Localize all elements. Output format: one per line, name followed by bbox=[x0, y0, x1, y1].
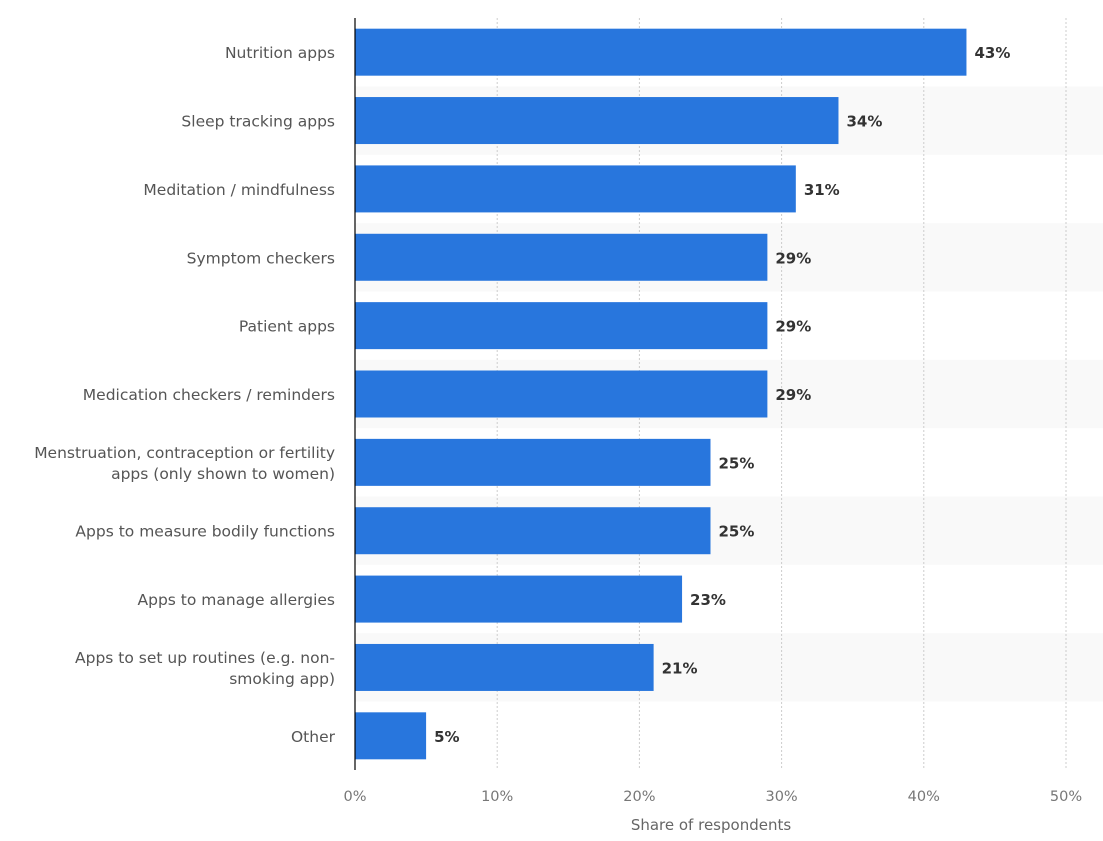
value-label: 29% bbox=[775, 249, 811, 267]
bar bbox=[355, 97, 839, 145]
category-label: Apps to manage allergies bbox=[138, 591, 336, 609]
value-label: 5% bbox=[434, 728, 459, 746]
value-label: 43% bbox=[974, 44, 1010, 62]
category-label: Other bbox=[291, 728, 336, 746]
category-label: Medication checkers / reminders bbox=[83, 386, 335, 404]
category-label: Nutrition apps bbox=[225, 44, 335, 62]
bar bbox=[355, 507, 711, 555]
value-label: 25% bbox=[719, 523, 755, 541]
bar bbox=[355, 233, 768, 281]
bar bbox=[355, 302, 768, 350]
bar bbox=[355, 712, 427, 760]
bar bbox=[355, 643, 654, 691]
x-tick-label: 20% bbox=[623, 789, 655, 805]
category-label: Meditation / mindfulness bbox=[143, 181, 335, 199]
category-label: apps (only shown to women) bbox=[111, 465, 335, 483]
category-label: Menstruation, contraception or fertility bbox=[34, 444, 335, 462]
category-label: Sleep tracking apps bbox=[181, 113, 335, 131]
x-axis-label: Share of respondents bbox=[631, 816, 792, 834]
x-tick-label: 50% bbox=[1050, 789, 1082, 805]
value-label: 21% bbox=[662, 659, 698, 677]
value-label: 29% bbox=[775, 318, 811, 336]
category-label: Patient apps bbox=[239, 318, 335, 336]
x-tick-label: 30% bbox=[765, 789, 797, 805]
value-label: 34% bbox=[846, 113, 882, 131]
x-tick-label: 10% bbox=[481, 789, 513, 805]
category-label: Apps to set up routines (e.g. non- bbox=[75, 649, 335, 667]
x-tick-label: 0% bbox=[343, 789, 366, 805]
bar bbox=[355, 370, 768, 418]
value-label: 29% bbox=[775, 386, 811, 404]
value-label: 23% bbox=[690, 591, 726, 609]
bar bbox=[355, 575, 683, 623]
bar bbox=[355, 438, 711, 486]
category-label: smoking app) bbox=[229, 670, 335, 688]
bar bbox=[355, 28, 967, 76]
category-label: Symptom checkers bbox=[187, 249, 335, 267]
value-label: 25% bbox=[719, 454, 755, 472]
bar bbox=[355, 165, 796, 213]
value-label: 31% bbox=[804, 181, 840, 199]
category-label: Apps to measure bodily functions bbox=[75, 523, 335, 541]
x-tick-label: 40% bbox=[908, 789, 940, 805]
